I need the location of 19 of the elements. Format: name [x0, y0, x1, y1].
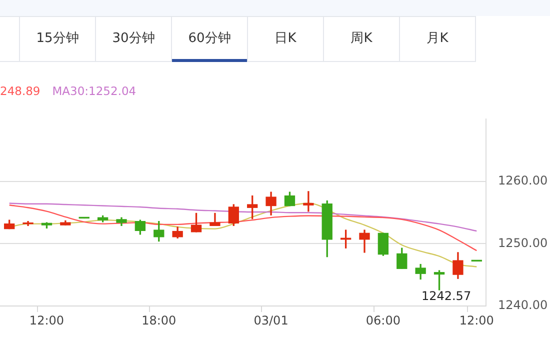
y-tick-label: 1250.00 [498, 236, 548, 250]
x-tick-label: 18:00 [142, 313, 176, 328]
candlestick [303, 191, 314, 212]
text: 周K [323, 17, 399, 61]
text: 30分钟 [95, 17, 171, 61]
text: MA30:1252.04 [52, 84, 136, 98]
y-tick-label: 1260.00 [498, 174, 548, 188]
y-tick-label: 1240.00 [498, 298, 548, 312]
text: 月K [399, 17, 475, 61]
x-tick-label: 03/01 [254, 313, 288, 328]
text: 60分钟 [171, 17, 247, 61]
annotation: 1242.57 [421, 289, 472, 304]
text: 248.89 [0, 84, 40, 98]
x-tick-label: 12:00 [459, 313, 494, 328]
x-tick-label: 06:00 [366, 313, 400, 328]
text: 15分钟 [19, 17, 95, 61]
line-series [8, 204, 478, 252]
x-tick-label: 12:00 [29, 313, 64, 328]
text: 日K [247, 17, 323, 61]
